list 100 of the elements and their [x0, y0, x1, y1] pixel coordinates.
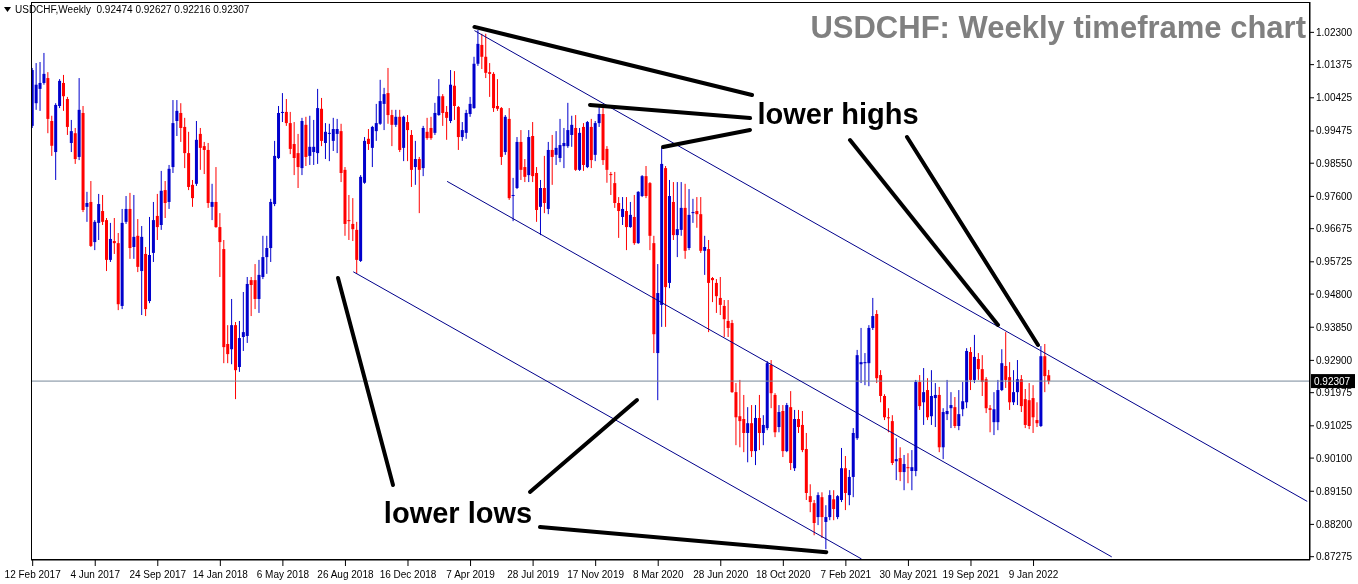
x-tick-label: 26 Aug 2018 [317, 569, 374, 580]
candlestick [746, 406, 750, 463]
x-tick-label: 7 Feb 2021 [820, 569, 872, 580]
candlestick [97, 193, 101, 241]
candlestick [675, 181, 679, 258]
candlestick [953, 396, 957, 429]
candlestick [816, 491, 820, 526]
candlestick [441, 93, 445, 127]
candlestick [296, 133, 300, 189]
candlestick [308, 115, 312, 166]
candlestick [617, 196, 621, 239]
candlestick [703, 235, 707, 276]
candlestick [738, 379, 742, 448]
candlestick [351, 197, 355, 242]
x-tick-label: 16 Dec 2018 [379, 569, 437, 580]
candlestick [933, 382, 937, 428]
x-tick-label: 8 Mar 2020 [632, 569, 684, 580]
candlestick [198, 127, 202, 171]
candlestick [163, 180, 167, 219]
candlestick [406, 114, 410, 162]
candlestick [902, 454, 906, 491]
candlestick [335, 118, 339, 154]
candlestick [812, 499, 816, 536]
ref-line-label: 0.92307 [1314, 376, 1351, 388]
candlestick [992, 391, 996, 436]
candlestick [714, 278, 718, 314]
candlestick [62, 74, 65, 112]
candlestick [132, 194, 136, 260]
candlestick [249, 276, 253, 317]
y-tick-label: 0.95725 [1316, 256, 1353, 268]
annotation: lower lows [380, 496, 536, 530]
candlestick [554, 130, 558, 166]
candlestick [425, 117, 429, 141]
candlestick [370, 125, 374, 168]
candlestick [679, 181, 683, 237]
y-tick-label: 0.93850 [1316, 321, 1353, 333]
candlestick [210, 183, 214, 221]
y-tick-label: 1.02300 [1316, 26, 1353, 38]
candlestick [265, 235, 269, 275]
candlestick [511, 177, 515, 222]
candlestick [722, 299, 726, 338]
x-tick-label: 19 Sep 2021 [942, 569, 1000, 580]
candlestick [847, 469, 851, 506]
y-tick-label: 0.91025 [1316, 420, 1353, 432]
candlestick [718, 276, 722, 316]
candlestick [894, 437, 898, 481]
candlestick [624, 196, 628, 251]
candlestick [484, 33, 488, 79]
candlestick [253, 263, 257, 310]
candlestick [108, 222, 112, 263]
y-tick-label: 0.98550 [1316, 157, 1353, 169]
candlestick [538, 179, 542, 236]
x-tick-label: 18 Oct 2020 [756, 569, 811, 580]
candlestick [155, 193, 159, 241]
candlestick [386, 67, 390, 125]
chart-title: USDCHF: Weekly timeframe chart [810, 10, 1306, 46]
candlestick [417, 156, 421, 214]
candlestick [542, 155, 546, 214]
candlestick [112, 217, 116, 255]
candlestick [832, 489, 836, 521]
y-tick-label: 0.90100 [1316, 452, 1353, 464]
y-tick-label: 0.89150 [1316, 485, 1353, 497]
y-tick-label: 1.01375 [1316, 59, 1353, 71]
x-tick-label: 7 Apr 2019 [446, 569, 496, 580]
candlestick [820, 491, 824, 539]
candlestick [480, 33, 484, 70]
x-tick-label: 30 May 2021 [879, 569, 938, 580]
y-tick-label: 0.87275 [1316, 551, 1353, 563]
x-tick-label: 28 Jul 2019 [507, 569, 560, 580]
candlestick [284, 98, 288, 127]
candlestick [327, 123, 331, 162]
candlestick [1043, 343, 1047, 393]
candlestick [413, 140, 417, 186]
candlestick [613, 171, 617, 209]
candlestick [976, 352, 980, 381]
candlestick [570, 115, 574, 148]
candlestick [757, 394, 761, 451]
x-tick-label: 9 Jan 2022 [1008, 569, 1059, 580]
x-tick-label: 14 Jan 2018 [192, 569, 249, 580]
candlestick [382, 87, 386, 131]
candlestick [550, 134, 554, 186]
y-tick-label: 0.96675 [1316, 223, 1353, 235]
y-tick-label: 0.91975 [1316, 387, 1353, 399]
candlestick [898, 446, 902, 482]
y-tick-label: 0.92900 [1316, 354, 1353, 366]
x-tick-label: 28 Jun 2020 [693, 569, 749, 580]
annotation: lower highs [754, 97, 922, 131]
x-tick-label: 24 Sep 2017 [129, 569, 187, 580]
candlestick [280, 92, 284, 123]
candlestick [323, 122, 327, 160]
candlestick [906, 452, 910, 484]
candlestick [886, 407, 890, 433]
candlestick [972, 334, 976, 384]
candlestick [621, 196, 625, 226]
candlestick [1031, 384, 1035, 434]
candlestick [452, 70, 456, 121]
candlestick [777, 404, 781, 433]
x-tick-label: 17 Nov 2019 [567, 569, 625, 580]
x-tick-label: 6 May 2018 [256, 569, 310, 580]
y-tick-label: 0.94800 [1316, 288, 1353, 300]
